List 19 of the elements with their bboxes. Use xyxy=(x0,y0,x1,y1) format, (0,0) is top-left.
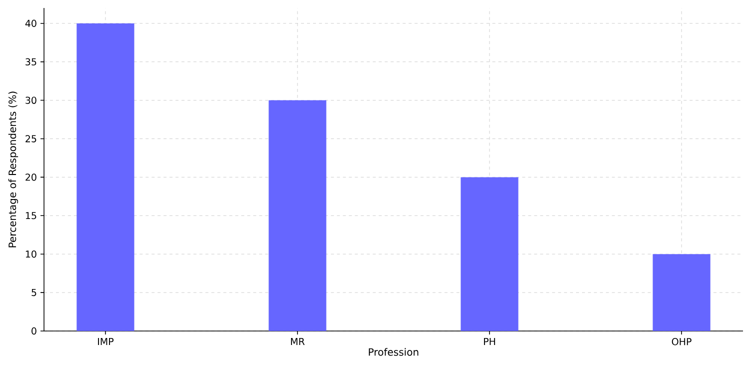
y-tick-label: 25 xyxy=(26,135,36,142)
y-tick-label: 20 xyxy=(26,174,36,181)
y-axis-title: Percentage of Respondents (%) xyxy=(8,92,18,248)
y-tick-label: 40 xyxy=(25,20,36,27)
x-tick-label: IMP xyxy=(98,338,114,345)
y-tick-label: 5 xyxy=(32,289,36,296)
x-tick-label: OHP xyxy=(672,338,692,346)
y-tick-label: 30 xyxy=(26,96,36,104)
x-tick-label: MR xyxy=(291,338,305,345)
x-axis-title: Profession xyxy=(368,348,418,356)
bar xyxy=(268,100,326,331)
y-tick-label: 10 xyxy=(26,250,36,258)
bar xyxy=(76,23,134,331)
x-tick-label: PH xyxy=(484,338,496,345)
bar xyxy=(652,254,710,331)
bar xyxy=(460,177,518,331)
y-tick-label: 35 xyxy=(26,58,36,66)
y-tick-label: 15 xyxy=(26,212,36,220)
y-tick-label: 0 xyxy=(32,327,36,335)
